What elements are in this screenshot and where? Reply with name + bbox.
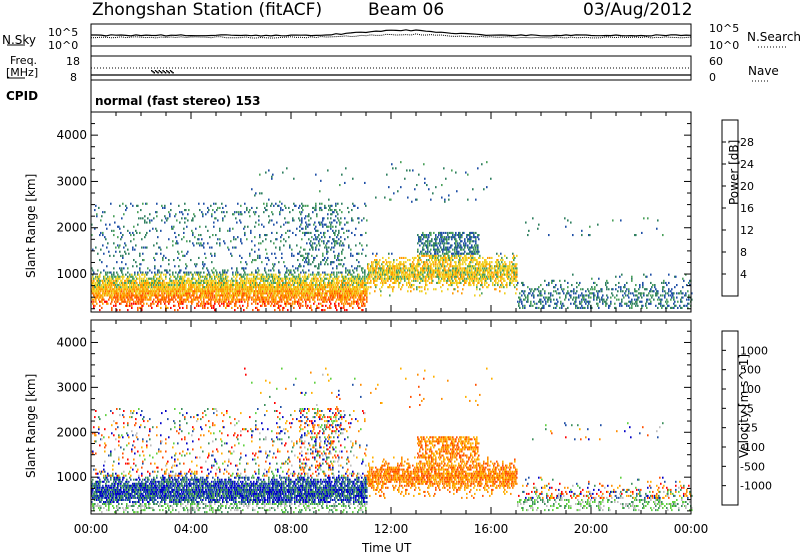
x-tick-label: 04:00	[174, 522, 209, 536]
velocity-ytick-label: 1000	[56, 470, 87, 484]
power-heatmap-cells	[91, 161, 693, 311]
x-tick-label: 00:00	[74, 522, 109, 536]
velocity-colorbar-tick-label: 500	[740, 364, 761, 377]
power-ytick-label: 2000	[56, 221, 87, 235]
x-tick-label: 08:00	[274, 522, 309, 536]
x-tick-label: 16:00	[474, 522, 509, 536]
x-tick-label: 12:00	[374, 522, 409, 536]
x-tick-label: 20:00	[574, 522, 609, 536]
power-colorbar-tick-label: 28	[740, 136, 754, 149]
power-colorbar-tick-label: 16	[740, 202, 754, 215]
power-colorbar-tick-label: 20	[740, 180, 754, 193]
velocity-colorbar-tick-label: -500	[740, 460, 765, 473]
power-colorbar-tick-label: 24	[740, 158, 754, 171]
velocity-heatmap-cells	[91, 368, 693, 513]
velocity-colorbar-tick-label: 100	[740, 383, 761, 396]
velocity-colorbar-tick-label: 1000	[740, 344, 768, 357]
power-ytick-label: 4000	[56, 128, 87, 142]
velocity-colorbar-tick-label: -1000	[740, 480, 772, 493]
noise-sky-trace	[91, 30, 691, 36]
velocity-colorbar-tick-label: 25	[740, 402, 754, 415]
velocity-ytick-label: 2000	[56, 425, 87, 439]
power-ytick-label: 1000	[56, 267, 87, 281]
power-colorbar-tick-label: 4	[740, 268, 747, 281]
velocity-colorbar-frame	[722, 331, 738, 505]
velocity-colorbar-tick-label: -100	[740, 441, 765, 454]
velocity-ytick-label: 3000	[56, 380, 87, 394]
velocity-colorbar-tick-label: -25	[740, 422, 758, 435]
x-tick-label: 00:00	[674, 522, 709, 536]
velocity-ytick-label: 4000	[56, 335, 87, 349]
power-colorbar-tick-label: 12	[740, 224, 754, 237]
power-ytick-label: 3000	[56, 174, 87, 188]
power-colorbar-tick-label: 8	[740, 246, 747, 259]
